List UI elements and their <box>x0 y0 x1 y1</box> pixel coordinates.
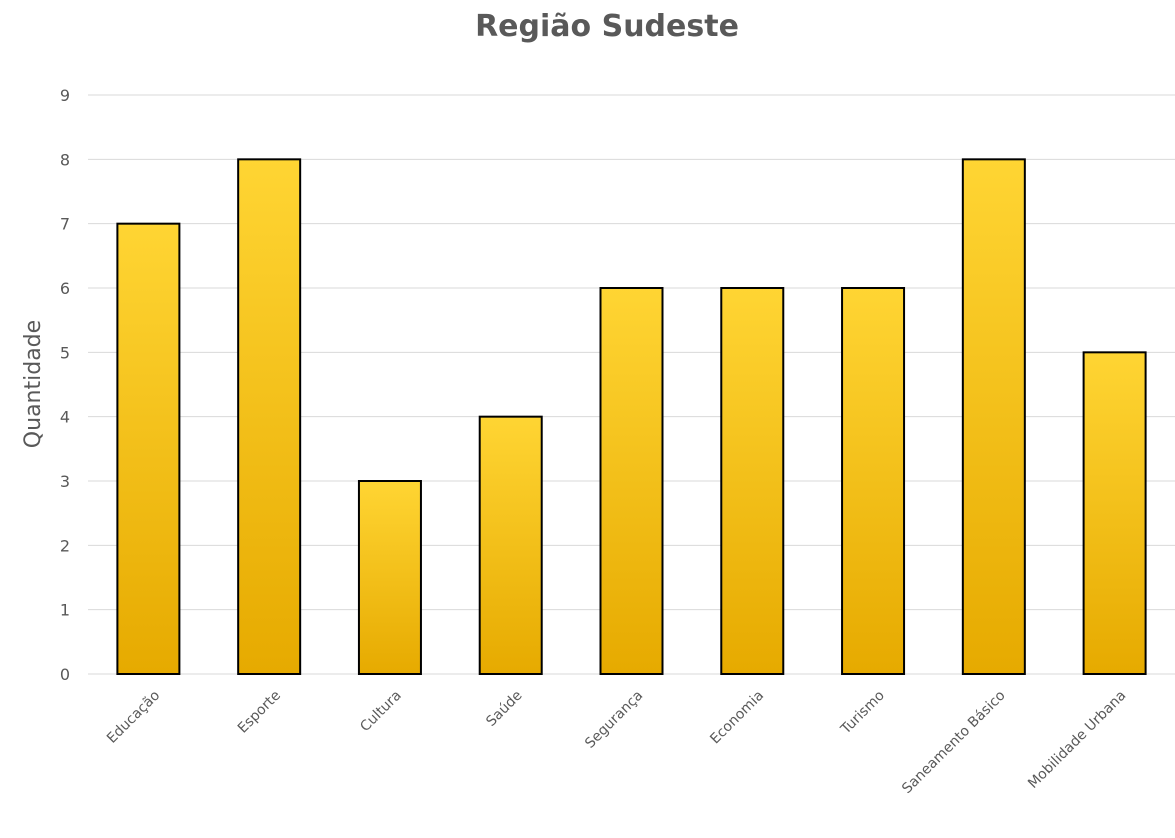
y-tick-label: 9 <box>60 86 70 105</box>
bar-4 <box>599 287 664 675</box>
bar-1 <box>237 158 302 676</box>
bar-2 <box>357 480 422 675</box>
x-tick-label: Cultura <box>357 688 405 736</box>
x-axis-ticks: Educação Esporte Cultura Saúde Segurança Econ… <box>104 688 1129 797</box>
bars <box>116 158 1147 676</box>
bar-5 <box>720 287 785 675</box>
x-tick-label: Mobilidade Urbana <box>1025 688 1129 792</box>
chart-title: Região Sudeste <box>475 9 739 44</box>
y-axis-label: Quantidade <box>21 320 46 448</box>
x-tick-label: Esporte <box>235 688 284 737</box>
y-tick-label: 4 <box>60 408 70 427</box>
x-tick-label: Saúde <box>483 688 525 730</box>
y-axis-ticks: 0 1 2 3 4 5 6 7 8 9 <box>60 86 70 684</box>
bar-3 <box>478 415 543 675</box>
bar-8 <box>1082 351 1147 675</box>
y-tick-label: 0 <box>60 665 70 684</box>
y-tick-label: 1 <box>60 601 70 620</box>
x-tick-label: Saneamento Básico <box>899 688 1008 797</box>
y-tick-label: 8 <box>60 150 70 169</box>
bar-6 <box>841 287 906 675</box>
y-tick-label: 2 <box>60 536 70 555</box>
x-tick-label: Turismo <box>837 688 888 739</box>
y-tick-label: 7 <box>60 215 70 234</box>
x-tick-label: Segurança <box>582 688 646 752</box>
y-tick-label: 3 <box>60 472 70 491</box>
bar-7 <box>961 158 1026 676</box>
x-tick-label: Economia <box>707 688 767 748</box>
y-tick-label: 6 <box>60 279 70 298</box>
bar-0 <box>116 222 181 676</box>
y-tick-label: 5 <box>60 343 70 362</box>
x-tick-label: Educação <box>104 688 163 747</box>
